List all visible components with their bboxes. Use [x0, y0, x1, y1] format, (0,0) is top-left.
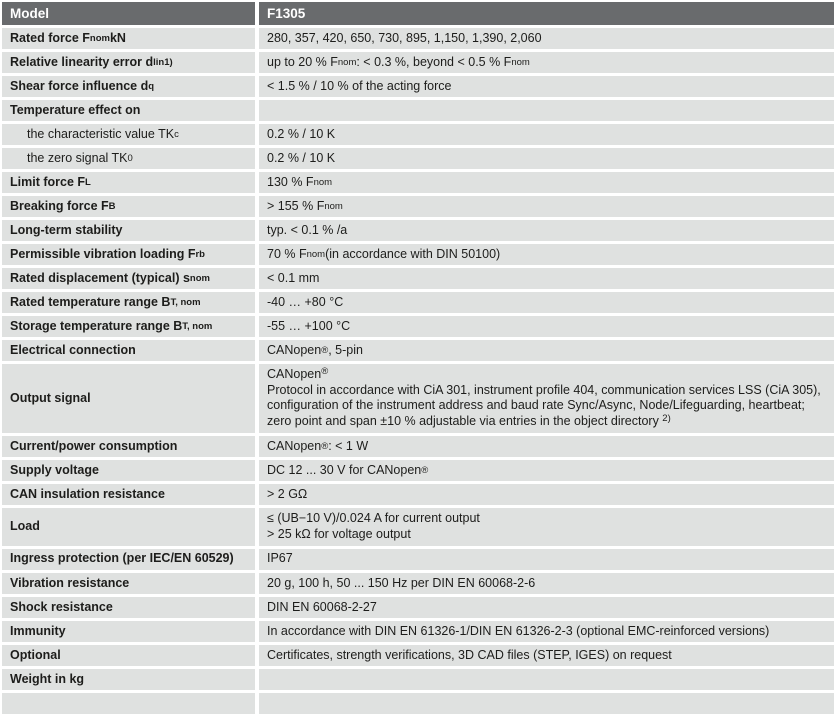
spec-label-cell	[2, 693, 255, 714]
table-row: the characteristic value TK c 0.2 % / 10 …	[2, 124, 834, 145]
spec-value-cell	[259, 693, 834, 714]
table-row: Ingress protection (per IEC/EN 60529) IP…	[2, 549, 834, 570]
spec-label-cell: the characteristic value TK c	[2, 124, 255, 145]
table-row: Relative linearity error d lin 1) up to 20…	[2, 52, 834, 73]
spec-label-cell: Current/power consumption	[2, 436, 255, 457]
spec-value-cell: -40 … +80 °C	[259, 292, 834, 313]
spec-label-cell: Optional	[2, 645, 255, 666]
spec-value-cell	[259, 100, 834, 121]
table-row	[2, 693, 834, 714]
table-row: Rated temperature range B T, nom -40 … +8…	[2, 292, 834, 313]
spec-value-cell: 280, 357, 420, 650, 730, 895, 1,150, 1,3…	[259, 28, 834, 49]
table-row: Temperature effect on	[2, 100, 834, 121]
spec-label-cell: Electrical connection	[2, 340, 255, 361]
spec-value-cell: > 2 GΩ	[259, 484, 834, 505]
spec-value-cell	[259, 669, 834, 690]
spec-label-cell: Weight in kg	[2, 669, 255, 690]
spec-label-cell: CAN insulation resistance	[2, 484, 255, 505]
spec-value-cell: IP67	[259, 549, 834, 570]
table-row: Optional Certificates, strength verifica…	[2, 645, 834, 666]
table-row: Current/power consumption CANopen ®: < 1 …	[2, 436, 834, 457]
spec-label-cell: Vibration resistance	[2, 573, 255, 594]
spec-label-cell: Supply voltage	[2, 460, 255, 481]
spec-value-cell: Certificates, strength verifications, 3D…	[259, 645, 834, 666]
spec-label-cell: Relative linearity error d lin 1)	[2, 52, 255, 73]
spec-label-cell: Immunity	[2, 621, 255, 642]
spec-value-cell: CANopen ®, 5-pin	[259, 340, 834, 361]
table-row: Rated displacement (typical) s nom < 0.1 …	[2, 268, 834, 289]
spec-label-cell: Storage temperature range B T, nom	[2, 316, 255, 337]
table-row: Long-term stability typ. < 0.1 % /a	[2, 220, 834, 241]
spec-value-cell: ≤ (UB−10 V)/0.024 A for current output > …	[259, 508, 834, 546]
table-row: the zero signal TK 0 0.2 % / 10 K	[2, 148, 834, 169]
spec-value-cell: CANopen ®: < 1 W	[259, 436, 834, 457]
spec-value-cell: In accordance with DIN EN 61326-1/DIN EN…	[259, 621, 834, 642]
spec-value-cell: -55 … +100 °C	[259, 316, 834, 337]
table-row: Vibration resistance 20 g, 100 h, 50 ...…	[2, 573, 834, 594]
spec-value-cell: 20 g, 100 h, 50 ... 150 Hz per DIN EN 60…	[259, 573, 834, 594]
spec-label-cell: Output signal	[2, 364, 255, 433]
spec-label-cell: Rated temperature range B T, nom	[2, 292, 255, 313]
spec-label-cell: Rated displacement (typical) s nom	[2, 268, 255, 289]
table-row: CAN insulation resistance > 2 GΩ	[2, 484, 834, 505]
table-row: Output signal CANopen® Protocol in accord…	[2, 364, 834, 433]
spec-label-cell: Long-term stability	[2, 220, 255, 241]
table-header-row: Model F1305	[2, 2, 834, 25]
header-model-cell: Model	[2, 2, 255, 25]
table-row: Weight in kg	[2, 669, 834, 690]
spec-value-cell: CANopen® Protocol in accordance with CiA …	[259, 364, 834, 433]
spec-value-cell: typ. < 0.1 % /a	[259, 220, 834, 241]
spec-value-cell: < 0.1 mm	[259, 268, 834, 289]
spec-label-cell: Shock resistance	[2, 597, 255, 618]
spec-label-cell: Temperature effect on	[2, 100, 255, 121]
spec-label-cell: Ingress protection (per IEC/EN 60529)	[2, 549, 255, 570]
spec-value-cell: DIN EN 60068-2-27	[259, 597, 834, 618]
spec-value-cell: 0.2 % / 10 K	[259, 148, 834, 169]
table-row: Supply voltage DC 12 ... 30 V for CANope…	[2, 460, 834, 481]
spec-label-cell: Load	[2, 508, 255, 546]
table-row: Immunity In accordance with DIN EN 61326…	[2, 621, 834, 642]
table-row: Load ≤ (UB−10 V)/0.024 A for current out…	[2, 508, 834, 546]
table-row: Electrical connection CANopen ®, 5-pin	[2, 340, 834, 361]
spec-label-cell: the zero signal TK 0	[2, 148, 255, 169]
spec-value-cell: 0.2 % / 10 K	[259, 124, 834, 145]
table-row: Shock resistance DIN EN 60068-2-27	[2, 597, 834, 618]
table-row: Storage temperature range B T, nom -55 … …	[2, 316, 834, 337]
spec-value-cell: DC 12 ... 30 V for CANopen ®	[259, 460, 834, 481]
spec-value-cell: < 1.5 % / 10 % of the acting force	[259, 76, 834, 97]
header-f1305-cell: F1305	[259, 2, 834, 25]
